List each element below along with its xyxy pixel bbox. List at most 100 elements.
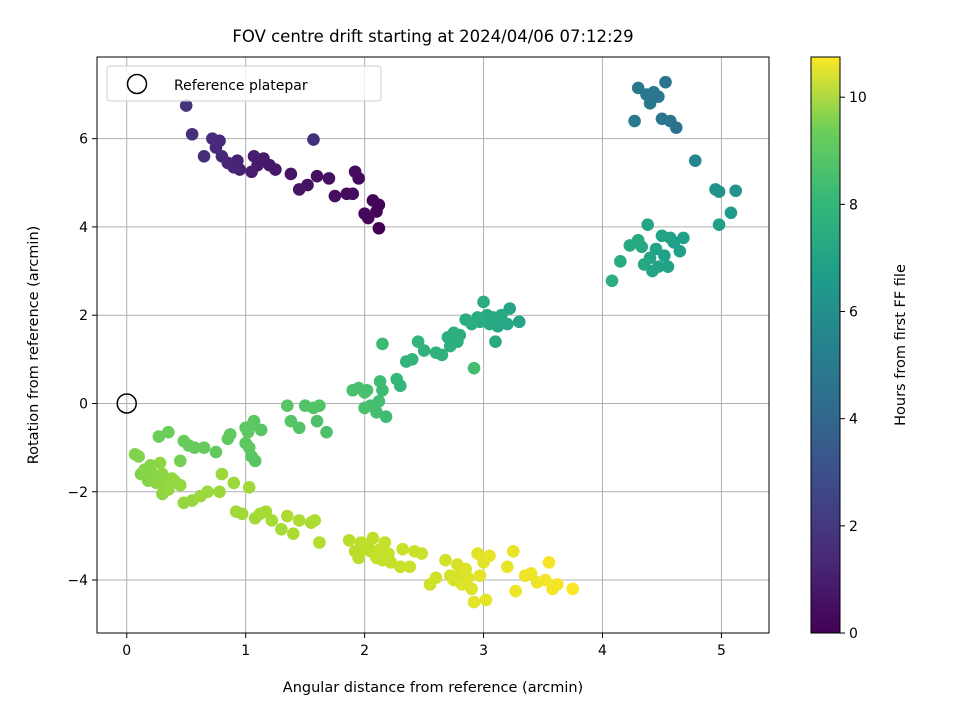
data-point [417, 344, 431, 357]
y-axis-ticks: −4 −2 0 2 4 6 [67, 132, 97, 589]
legend-marker [126, 73, 148, 95]
data-point [688, 154, 702, 168]
data-point [310, 169, 324, 183]
data-point [486, 311, 500, 324]
y-tick-label: 6 [79, 132, 88, 148]
data-point [465, 582, 478, 596]
data-point [292, 183, 306, 196]
colorbar-tick-label: 2 [849, 519, 858, 535]
data-point [451, 335, 464, 348]
data-point [153, 456, 167, 470]
data-point [677, 231, 690, 245]
data-point [242, 481, 256, 494]
data-point [173, 454, 187, 468]
data-point [366, 531, 380, 545]
colorbar-tick-label: 8 [849, 197, 858, 213]
data-point [342, 534, 356, 547]
x-tick-label: 1 [241, 643, 250, 659]
data-point [471, 547, 484, 560]
data-point [179, 99, 193, 112]
data-point [542, 556, 556, 569]
data-point [322, 172, 336, 185]
x-axis-label: Angular distance from reference (arcmin) [283, 680, 583, 696]
data-point [724, 206, 738, 220]
data-point [384, 556, 398, 569]
data-point [605, 274, 619, 288]
data-point [439, 553, 452, 567]
data-point [248, 454, 262, 468]
data-point [284, 167, 298, 181]
y-axis-label: Rotation from reference (arcmin) [26, 226, 42, 465]
legend-box [106, 65, 382, 102]
data-point [188, 441, 201, 454]
data-point [352, 551, 365, 565]
data-point [637, 258, 651, 271]
data-point [509, 584, 522, 598]
data-point [348, 165, 362, 179]
data-point [209, 445, 223, 459]
data-point [257, 152, 270, 165]
data-point [659, 75, 672, 89]
data-point [308, 514, 321, 527]
data-point [213, 485, 226, 499]
y-tick-label: −4 [67, 573, 88, 589]
data-point [566, 582, 580, 596]
y-tick-label: 4 [79, 220, 88, 236]
data-point [372, 221, 386, 235]
chart-title: FOV centre drift starting at 2024/04/06 … [232, 27, 633, 46]
x-axis-ticks: 0 1 2 3 4 5 [122, 633, 726, 659]
data-point [477, 295, 490, 309]
data-point [539, 573, 552, 587]
data-point [173, 478, 187, 492]
data-point [235, 507, 249, 521]
data-point [152, 430, 166, 443]
reference-marker-group [116, 393, 137, 414]
data-point [631, 233, 645, 247]
data-point [712, 185, 726, 198]
data-point [281, 509, 294, 523]
data-point [361, 211, 375, 225]
data-point [370, 406, 383, 419]
colorbar-tick-label: 4 [849, 412, 858, 428]
data-point [197, 441, 211, 454]
data-point [501, 560, 514, 574]
data-point [501, 317, 514, 331]
legend: Reference platepar [106, 65, 382, 102]
data-point [292, 514, 306, 527]
data-point [465, 317, 478, 331]
colorbar-gradient [810, 56, 841, 634]
colorbar: 0 2 4 6 8 10 Hours from first FF file [810, 56, 909, 642]
x-tick-label: 4 [598, 643, 607, 659]
data-point [281, 399, 294, 412]
data-point [247, 414, 261, 428]
data-point [259, 505, 273, 518]
legend-label: Reference platepar [174, 78, 308, 94]
data-point [313, 399, 326, 412]
data-point [284, 414, 298, 428]
data-point [162, 483, 175, 496]
data-point [227, 161, 241, 174]
data-point [489, 335, 502, 348]
data-point [506, 545, 520, 558]
data-point [307, 133, 320, 146]
data-point [215, 467, 229, 481]
data-point [473, 569, 487, 582]
data-point [411, 335, 425, 348]
data-point [673, 244, 687, 258]
y-tick-label: 2 [79, 308, 88, 324]
data-point [393, 379, 407, 393]
data-point [512, 315, 526, 329]
data-point [185, 127, 199, 141]
data-point [201, 485, 214, 499]
x-tick-label: 3 [479, 643, 488, 659]
data-point [313, 536, 326, 549]
y-tick-label: −2 [67, 485, 88, 501]
data-point [405, 353, 419, 366]
data-point [415, 547, 429, 560]
data-point [150, 476, 163, 490]
data-point [223, 428, 237, 441]
data-point [396, 542, 409, 556]
data-points [128, 75, 742, 609]
colorbar-label: Hours from first FF file [893, 264, 909, 426]
